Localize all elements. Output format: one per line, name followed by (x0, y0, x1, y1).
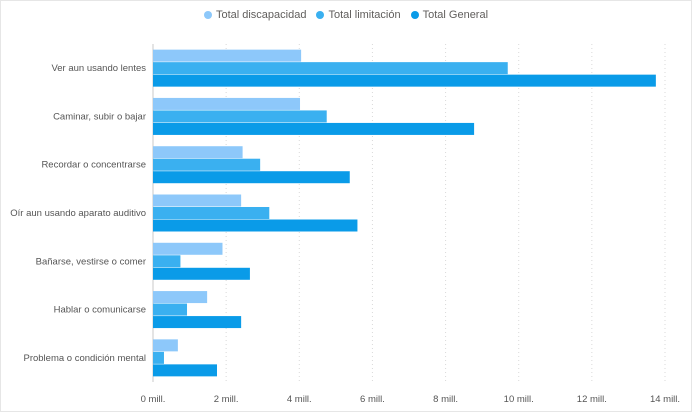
bar-total-limitacion-recordar-o-concentrarse (153, 158, 261, 171)
legend-marker-total-general (410, 11, 419, 19)
x-tick-label: 14 mill. (650, 394, 680, 405)
legend-label-total-general: Total General (422, 9, 489, 21)
bar-total-discapacidad-recordar-o-concentrarse (153, 146, 243, 159)
bar-total-discapacidad-caminar-subir-o-bajar (153, 97, 301, 110)
bar-total-general-ver-aun-usando-lentes (153, 74, 656, 87)
bar-total-general-banarse-vestirse-o-comer (153, 267, 250, 280)
legend-marker-total-limitacion (316, 11, 325, 19)
bar-total-discapacidad-ver-aun-usando-lentes (153, 49, 302, 62)
category-label: Bañarse, vestirse o comer (36, 256, 146, 267)
bar-total-discapacidad-hablar-o-comunicarse (153, 291, 208, 304)
legend-item-total-discapacidad[interactable]: Total discapacidad (203, 9, 307, 21)
bar-total-general-recordar-o-concentrarse (153, 171, 350, 184)
category-label: Caminar, subir o bajar (53, 111, 146, 122)
bar-total-general-caminar-subir-o-bajar (153, 122, 475, 135)
legend-label-total-discapacidad: Total discapacidad (215, 9, 307, 21)
bar-total-discapacidad-oir-aun-usando-aparato-auditivo (153, 194, 242, 207)
x-tick-label: 4 mill. (287, 394, 312, 405)
x-tick-label: 12 mill. (577, 394, 607, 405)
legend-label-total-limitacion: Total limitación (328, 9, 401, 21)
bar-total-limitacion-oir-aun-usando-aparato-auditivo (153, 207, 270, 219)
category-label: Oír aun usando aparato auditivo (10, 208, 146, 219)
x-tick-label: 8 mill. (433, 394, 458, 405)
bar-total-limitacion-caminar-subir-o-bajar (153, 110, 327, 123)
x-tick-label: 0 mill. (141, 394, 166, 405)
x-tick-label: 6 mill. (360, 394, 385, 405)
bar-total-limitacion-ver-aun-usando-lentes (153, 62, 508, 75)
bar-total-limitacion-hablar-o-comunicarse (153, 303, 188, 316)
bar-total-limitacion-banarse-vestirse-o-comer (153, 255, 181, 268)
bar-total-general-hablar-o-comunicarse (153, 316, 242, 329)
bar-total-discapacidad-banarse-vestirse-o-comer (153, 242, 223, 255)
legend-item-total-general[interactable]: Total General (410, 9, 489, 21)
legend-marker-total-discapacidad (203, 11, 212, 19)
bar-total-limitacion-problema-o-condicion-mental (153, 351, 164, 364)
bar-total-general-oir-aun-usando-aparato-auditivo (153, 219, 358, 232)
category-label: Recordar o concentrarse (41, 160, 146, 171)
category-label: Ver aun usando lentes (51, 63, 146, 74)
category-label: Hablar o comunicarse (54, 305, 146, 316)
category-label: Problema o condición mental (23, 353, 146, 364)
chart-legend: Total discapacidad Total limitación Tota… (0, 9, 692, 21)
bar-total-general-problema-o-condicion-mental (153, 364, 217, 377)
x-tick-label: 10 mill. (504, 394, 534, 405)
x-tick-label: 2 mill. (214, 394, 239, 405)
bar-total-discapacidad-problema-o-condicion-mental (153, 339, 178, 352)
legend-item-total-limitacion[interactable]: Total limitación (316, 9, 401, 21)
